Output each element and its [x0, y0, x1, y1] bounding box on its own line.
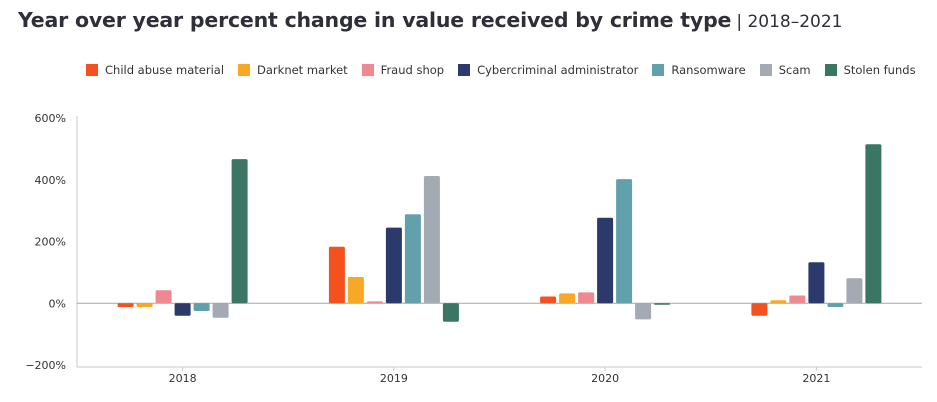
legend-label: Fraud shop [380, 63, 445, 77]
y-tick-label: −200% [25, 359, 66, 372]
y-tick-label: 0% [49, 297, 66, 310]
bar [366, 301, 383, 304]
bar [865, 144, 882, 304]
bar [616, 179, 633, 304]
legend-item: Darknet market [238, 63, 348, 77]
legend-item: Stolen funds [824, 63, 916, 77]
legend-swatch [361, 64, 374, 76]
legend-label: Stolen funds [843, 63, 916, 77]
legend-item: Scam [759, 63, 811, 77]
bar [540, 296, 557, 304]
bar [635, 303, 652, 320]
bar [559, 293, 576, 304]
legend-swatch [652, 64, 665, 76]
legend-label: Scam [778, 63, 811, 77]
chart-title-row: Year over year percent change in value r… [18, 8, 843, 32]
legend-item: Ransomware [652, 63, 746, 77]
y-tick-label: 400% [35, 174, 66, 187]
legend-swatch [824, 64, 837, 76]
legend-swatch [86, 64, 98, 76]
legend-item: Cybercriminal administrator [458, 63, 638, 77]
bar [404, 214, 421, 304]
bar [117, 303, 134, 307]
y-tick-label: 600% [35, 112, 66, 125]
legend-label: Cybercriminal administrator [477, 63, 639, 77]
bar [136, 303, 153, 307]
bar [654, 303, 671, 305]
legend-swatch [759, 64, 772, 76]
y-tick-label: 200% [35, 236, 66, 249]
legend-swatch [458, 64, 471, 76]
chart-title: Year over year percent change in value r… [18, 8, 732, 32]
bar [328, 246, 345, 304]
bar [423, 176, 440, 304]
bar [789, 295, 806, 304]
x-tick-label: 2019 [380, 372, 408, 385]
bar [846, 278, 863, 304]
bar [827, 303, 844, 307]
x-tick-label: 2020 [591, 372, 619, 385]
x-tick-label: 2018 [169, 372, 197, 385]
legend-label: Darknet market [257, 63, 348, 77]
bar [578, 292, 595, 304]
legend-item: Child abuse material [86, 63, 224, 77]
bar [770, 300, 787, 304]
legend-swatch [238, 64, 251, 76]
bar [442, 303, 459, 322]
bar [347, 277, 364, 304]
x-tick-label: 2021 [802, 372, 830, 385]
bar [155, 290, 172, 304]
bar [231, 159, 248, 304]
chart-subtitle: | 2018–2021 [736, 12, 843, 32]
bar [597, 217, 614, 304]
bar [808, 262, 825, 304]
bar [174, 303, 191, 316]
legend-label: Child abuse material [105, 63, 225, 77]
bar [385, 227, 402, 304]
bar [193, 303, 210, 311]
bar [751, 303, 768, 316]
legend-item: Fraud shop [361, 63, 445, 77]
bar [212, 303, 229, 318]
legend-label: Ransomware [671, 63, 746, 77]
legend: Child abuse material Darknet market Fraud … [86, 63, 930, 77]
